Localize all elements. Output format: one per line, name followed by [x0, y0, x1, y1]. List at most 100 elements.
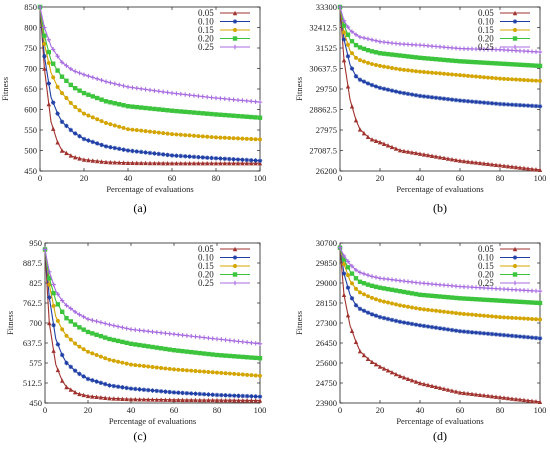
- data-point: [341, 271, 347, 276]
- data-point: [529, 335, 535, 340]
- legend-marker: [512, 246, 518, 252]
- data-point: [128, 341, 134, 346]
- data-point: [462, 73, 466, 78]
- data-point: [249, 355, 254, 360]
- data-point: [369, 37, 375, 42]
- data-point: [236, 354, 241, 359]
- data-point: [95, 76, 100, 82]
- data-point: [442, 309, 446, 314]
- series-0.25: [42, 247, 263, 346]
- data-point: [445, 295, 451, 300]
- data-point: [485, 331, 491, 336]
- data-point: [191, 93, 197, 98]
- x-axis-label: Percentage of evaluations: [396, 184, 483, 194]
- data-point: [445, 387, 451, 392]
- data-point: [222, 112, 227, 118]
- y-tick-label: 33300: [316, 2, 337, 12]
- data-point: [437, 385, 443, 390]
- data-point: [86, 73, 91, 79]
- series-0.20: [337, 4, 543, 69]
- data-point: [196, 110, 201, 116]
- data-point: [397, 289, 403, 294]
- data-point: [365, 81, 371, 86]
- data-point: [417, 42, 423, 48]
- data-point: [473, 46, 479, 52]
- series-line: [39, 6, 261, 119]
- legend-entry-label: 0.25: [478, 278, 494, 288]
- data-point: [178, 109, 183, 114]
- data-point: [361, 281, 367, 286]
- data-point: [64, 333, 69, 338]
- data-point: [231, 136, 236, 141]
- data-point: [437, 294, 443, 299]
- data-point: [497, 163, 503, 168]
- data-point: [534, 78, 538, 83]
- data-point: [537, 336, 543, 341]
- data-point: [397, 148, 403, 153]
- data-point: [417, 280, 423, 286]
- data-point: [481, 100, 487, 105]
- data-point: [146, 329, 151, 334]
- data-point: [481, 60, 487, 65]
- data-point: [489, 286, 495, 291]
- legend-entry-label: 0.20: [478, 34, 494, 44]
- data-point: [421, 43, 427, 48]
- data-point: [174, 161, 179, 166]
- data-point: [189, 397, 194, 403]
- data-point: [257, 115, 263, 120]
- data-point: [235, 113, 241, 119]
- data-point: [245, 372, 250, 377]
- data-point: [130, 85, 135, 90]
- data-point: [429, 95, 435, 100]
- legend-marker: [233, 264, 237, 268]
- data-point: [530, 78, 534, 83]
- x-tick-label: 20: [84, 405, 93, 415]
- data-point: [112, 81, 117, 86]
- data-point: [219, 370, 224, 375]
- data-point: [401, 375, 407, 380]
- data-point: [64, 123, 69, 129]
- data-point: [361, 35, 367, 41]
- y-tick-label: 762.5: [23, 298, 42, 308]
- data-point: [236, 136, 240, 141]
- data-point: [413, 379, 419, 384]
- data-point: [437, 57, 443, 62]
- data-point: [121, 103, 126, 108]
- data-point: [143, 87, 148, 92]
- data-point: [81, 136, 87, 142]
- data-point: [357, 349, 363, 354]
- data-point: [429, 281, 435, 287]
- data-point: [159, 365, 164, 370]
- data-point: [103, 79, 109, 84]
- data-point: [465, 46, 471, 52]
- data-point: [390, 66, 394, 70]
- data-point: [462, 311, 466, 316]
- series-0.25: [37, 4, 263, 105]
- data-point: [196, 134, 201, 139]
- data-point: [68, 100, 73, 105]
- data-point: [505, 395, 511, 401]
- data-point: [441, 294, 447, 300]
- data-point: [222, 135, 227, 140]
- data-point: [349, 29, 355, 34]
- data-point: [143, 105, 148, 111]
- data-point: [111, 396, 116, 401]
- data-point: [345, 54, 351, 59]
- series-line: [339, 6, 541, 171]
- legend-entry-label: 0.10: [198, 17, 214, 27]
- data-point: [253, 99, 258, 104]
- data-point: [134, 104, 139, 110]
- data-point: [197, 350, 202, 356]
- data-point: [99, 159, 104, 164]
- data-point: [509, 396, 515, 401]
- data-point: [94, 353, 99, 357]
- data-point: [55, 54, 60, 59]
- data-point: [486, 314, 490, 319]
- data-point: [417, 380, 423, 386]
- x-tick-label: 40: [416, 405, 425, 415]
- data-point: [253, 394, 258, 399]
- data-point: [457, 296, 463, 301]
- data-point: [481, 393, 487, 398]
- data-point: [187, 133, 192, 138]
- data-point: [51, 322, 56, 328]
